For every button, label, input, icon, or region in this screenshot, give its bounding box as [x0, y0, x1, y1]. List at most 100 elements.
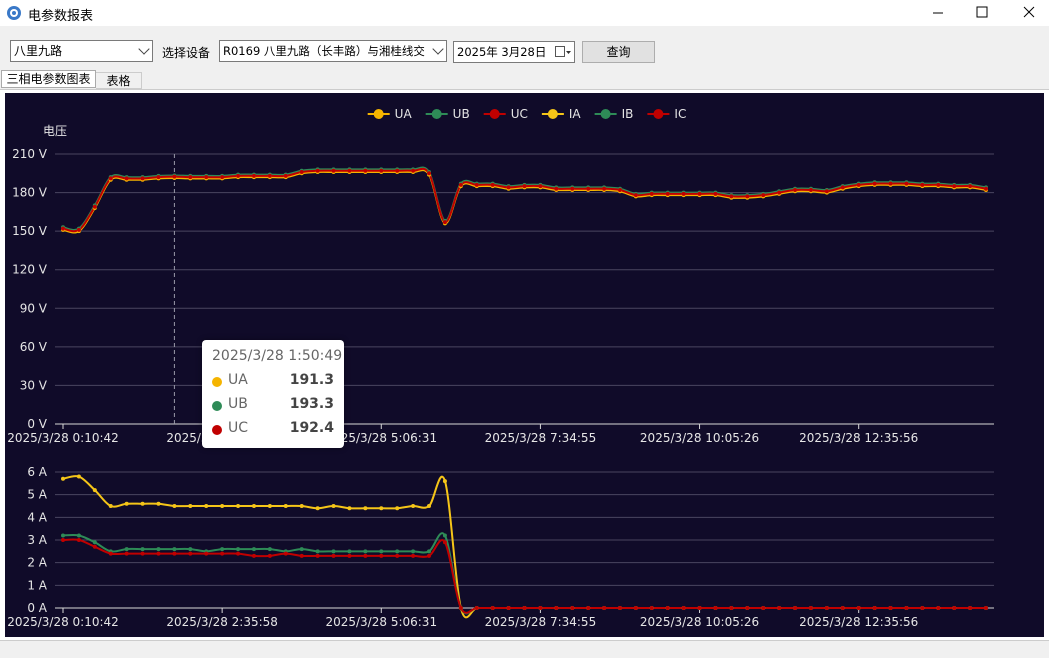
window-controls[interactable]	[920, 0, 1049, 26]
tab-label: 三相电参数图表	[6, 72, 91, 86]
data-point	[713, 606, 718, 610]
data-point	[220, 547, 225, 552]
data-point	[140, 501, 145, 506]
y-tick-label: 180 V	[12, 186, 48, 200]
data-point	[793, 606, 798, 610]
tooltip-value: 191.3	[289, 372, 334, 388]
data-point	[61, 538, 65, 542]
data-point	[856, 606, 861, 610]
data-point	[251, 173, 256, 178]
data-point	[522, 184, 527, 189]
data-point	[188, 175, 193, 180]
query-button[interactable]: 查询	[582, 41, 655, 63]
x-tick-label: 2025/3/28 12:35:56	[799, 615, 918, 629]
data-point	[777, 190, 782, 195]
data-point	[172, 547, 177, 552]
y-tick-label: 90 V	[20, 301, 48, 315]
data-point	[156, 551, 161, 556]
data-point	[61, 533, 65, 538]
x-tick-label: 2025/3/28 2:35:58	[166, 615, 278, 629]
y-tick-label: 1 A	[27, 578, 47, 592]
data-point	[347, 549, 352, 554]
tooltip-name: UC	[228, 420, 249, 436]
legend-item: IB	[594, 107, 633, 121]
data-point	[315, 553, 320, 558]
x-tick-label: 2025/3/28 7:34:55	[485, 615, 597, 629]
data-point	[363, 506, 368, 511]
data-point	[140, 547, 145, 552]
data-point	[872, 606, 877, 610]
device-label: 选择设备	[162, 46, 211, 60]
data-point	[395, 549, 400, 554]
data-point	[188, 551, 193, 556]
data-point	[140, 176, 145, 181]
data-point	[904, 606, 909, 610]
y-tick-label: 4 A	[27, 510, 47, 524]
data-point	[379, 168, 384, 173]
data-point	[379, 553, 384, 558]
data-point	[236, 504, 241, 508]
data-point	[936, 182, 941, 187]
device-select[interactable]: R0169 八里九路（长丰路）与湘桂线交	[219, 40, 447, 62]
data-point	[363, 549, 368, 554]
data-point	[347, 553, 352, 558]
data-point	[729, 606, 734, 610]
data-point	[458, 182, 463, 187]
tab-active[interactable]: 三相电参数图表	[1, 70, 96, 88]
data-point	[888, 606, 893, 610]
x-tick-label: 2025/3/28 7:34:55	[485, 431, 597, 445]
data-point	[172, 551, 177, 556]
data-point	[824, 189, 829, 194]
tab[interactable]: 表格	[96, 72, 142, 89]
data-point	[920, 606, 925, 610]
data-point	[761, 606, 766, 610]
x-tick-label: 2025/3/28 10:05:26	[640, 431, 759, 445]
data-point	[92, 204, 97, 209]
data-point	[586, 606, 591, 610]
data-point	[204, 175, 209, 180]
data-point	[602, 186, 607, 191]
data-point	[570, 186, 575, 191]
y-tick-label: 6 A	[27, 465, 47, 479]
data-point	[554, 186, 559, 191]
data-point	[729, 194, 734, 199]
legend-label: IA	[569, 107, 582, 121]
data-point	[633, 606, 638, 610]
app-icon	[7, 6, 21, 20]
data-point	[411, 168, 416, 173]
data-point	[793, 188, 798, 192]
y-tick-label: 60 V	[20, 340, 48, 354]
data-point	[920, 182, 925, 187]
data-point	[108, 551, 113, 556]
data-point	[92, 488, 97, 493]
legend-symbol	[373, 109, 384, 119]
road-select[interactable]: 八里九路	[10, 40, 153, 62]
data-point	[172, 174, 177, 179]
y-tick-label: 150 V	[12, 224, 48, 238]
date-picker[interactable]: 2025年 3月28日	[453, 41, 575, 63]
data-point	[315, 168, 320, 173]
data-point	[331, 168, 336, 173]
data-point	[108, 504, 113, 508]
x-tick-label: 2025/3/28 0:10:42	[7, 431, 119, 445]
data-point	[347, 168, 352, 173]
data-point	[427, 549, 432, 554]
data-point	[76, 227, 81, 232]
data-point	[840, 606, 845, 610]
legend-item: UC	[483, 107, 528, 121]
data-point	[968, 184, 973, 189]
data-point	[442, 479, 447, 484]
y-tick-label: 0 A	[27, 601, 47, 615]
data-point	[984, 186, 988, 191]
data-point	[968, 606, 973, 610]
data-point	[156, 501, 161, 506]
data-point	[458, 606, 463, 610]
data-point	[124, 501, 129, 506]
data-point	[251, 553, 256, 558]
legend-symbol	[431, 109, 442, 119]
data-point	[379, 506, 384, 511]
data-point	[251, 504, 256, 508]
data-point	[442, 533, 447, 538]
